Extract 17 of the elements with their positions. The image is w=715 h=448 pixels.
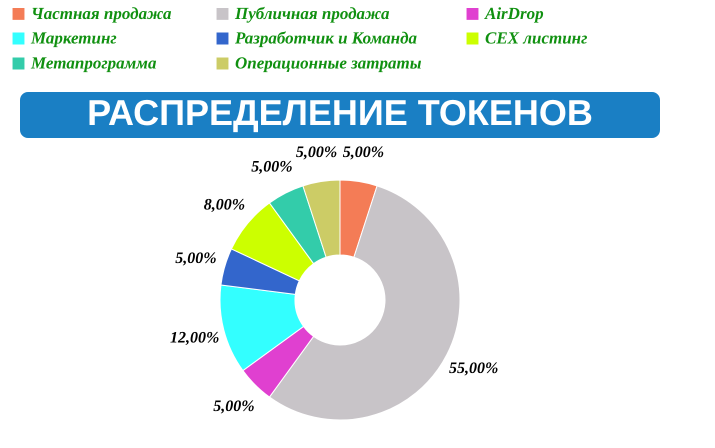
legend-label: Метапрограмма bbox=[30, 54, 157, 72]
data-label: 8,00% bbox=[204, 196, 246, 214]
text: РАСПРЕДЕЛЕНИЕ ТОКЕНОВ bbox=[87, 92, 593, 133]
data-label: 12,00% bbox=[170, 329, 220, 346]
data-label: 5,00% bbox=[213, 398, 255, 416]
legend-label: Частная продажа bbox=[31, 4, 172, 23]
legend-label: Маркетинг bbox=[30, 28, 117, 48]
legend-label: Операционные затраты bbox=[235, 54, 422, 72]
data-label: 5,00% bbox=[251, 158, 293, 176]
legend-label: Публичная продажа bbox=[234, 4, 390, 23]
data-label: 5,00% bbox=[342, 144, 384, 161]
legend-label: Разработчик и Команда bbox=[234, 28, 418, 48]
legend-label: CEX листинг bbox=[485, 28, 588, 48]
data-label: 5,00% bbox=[296, 144, 338, 161]
legend-label: AirDrop bbox=[484, 4, 544, 23]
data-label: 5,00% bbox=[175, 250, 217, 268]
data-label: 55,00% bbox=[448, 360, 498, 378]
